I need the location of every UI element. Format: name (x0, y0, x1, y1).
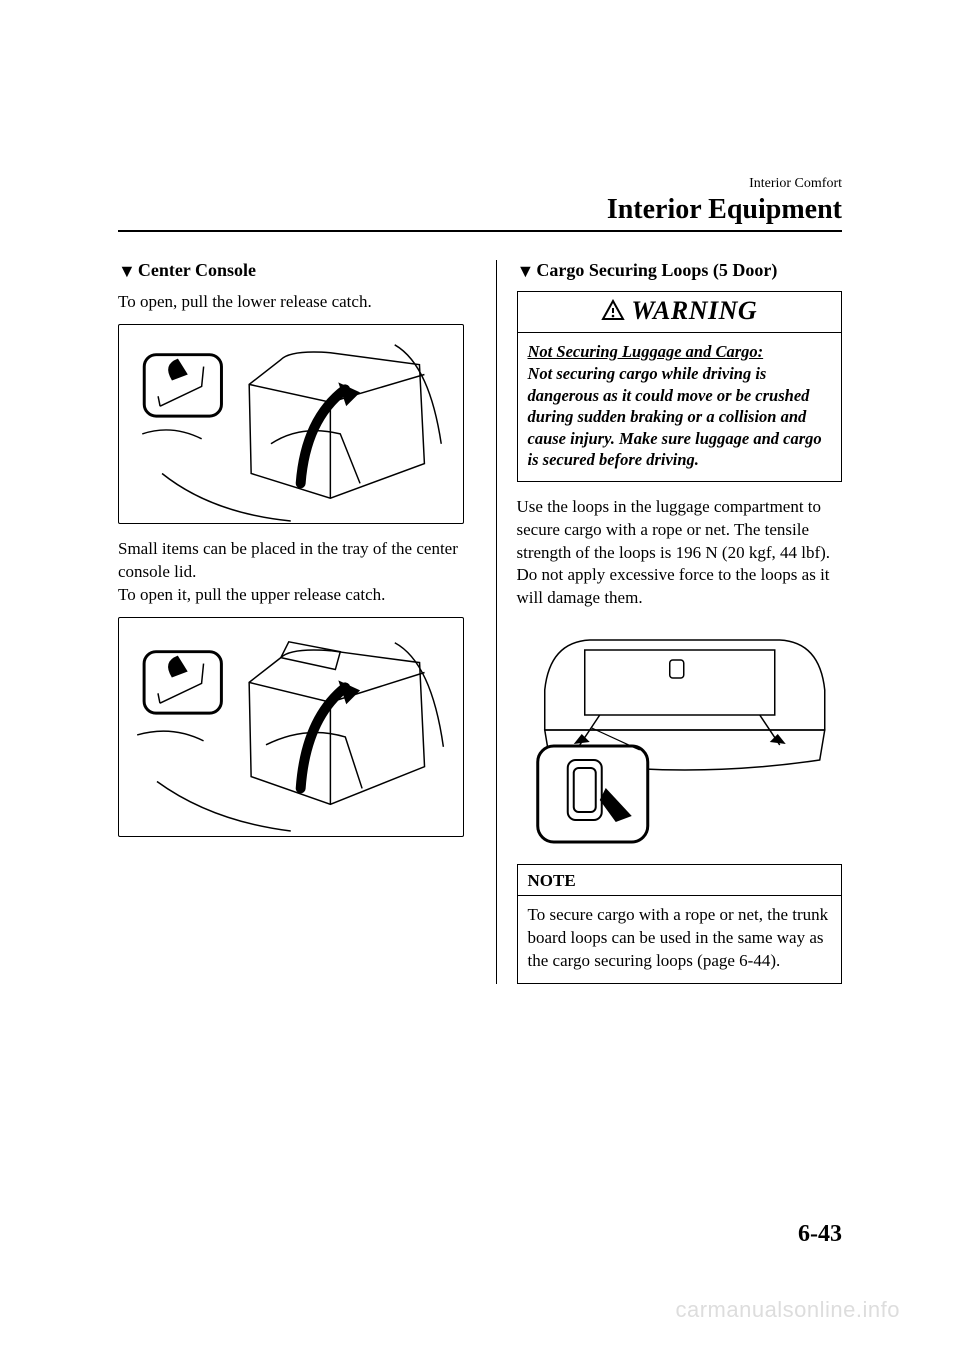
center-console-figure-lower (118, 324, 464, 524)
note-label: NOTE (518, 865, 841, 896)
warning-header: WARNING (518, 292, 841, 333)
console-upper-illustration (119, 618, 463, 836)
warning-title: Not Securing Luggage and Cargo: (528, 341, 831, 362)
down-triangle-icon: ▼ (517, 261, 535, 282)
warning-body: Not Securing Luggage and Cargo: Not secu… (518, 333, 841, 481)
cargo-loops-heading: ▼Cargo Securing Loops (5 Door) (517, 260, 842, 281)
console-lower-illustration (119, 325, 463, 523)
note-body: To secure cargo with a rope or net, the … (518, 896, 841, 983)
header-rule (118, 230, 842, 232)
warning-label: WARNING (601, 296, 757, 326)
warning-triangle-icon (601, 299, 625, 323)
page-title: Interior Equipment (118, 194, 842, 226)
warning-box: WARNING Not Securing Luggage and Cargo: … (517, 291, 842, 482)
center-console-intro: To open, pull the lower release catch. (118, 291, 464, 314)
cargo-loops-figure (517, 620, 842, 850)
page-number: 6-43 (798, 1221, 842, 1248)
left-column: ▼Center Console To open, pull the lower … (118, 260, 464, 984)
center-console-heading: ▼Center Console (118, 260, 464, 281)
content-columns: ▼Center Console To open, pull the lower … (118, 260, 842, 984)
cargo-loops-body: Use the loops in the luggage compartment… (517, 496, 842, 611)
warning-text: Not securing cargo while driving is dang… (528, 364, 822, 469)
cargo-loops-illustration (517, 620, 842, 850)
breadcrumb: Interior Comfort (118, 176, 842, 192)
center-console-upper-text: To open it, pull the upper release catch… (118, 584, 464, 607)
page-frame: Interior Comfort Interior Equipment ▼Cen… (118, 176, 842, 1182)
down-triangle-icon: ▼ (118, 261, 136, 282)
center-console-tray-text: Small items can be placed in the tray of… (118, 538, 464, 584)
warning-word: WARNING (631, 296, 757, 326)
watermark: carmanualsonline.info (675, 1297, 900, 1323)
note-box: NOTE To secure cargo with a rope or net,… (517, 864, 842, 984)
page-header: Interior Comfort Interior Equipment (118, 176, 842, 232)
right-column: ▼Cargo Securing Loops (5 Door) WARNING N… (496, 260, 842, 984)
heading-text: Cargo Securing Loops (5 Door) (536, 260, 777, 280)
heading-text: Center Console (138, 260, 256, 280)
center-console-figure-upper (118, 617, 464, 837)
